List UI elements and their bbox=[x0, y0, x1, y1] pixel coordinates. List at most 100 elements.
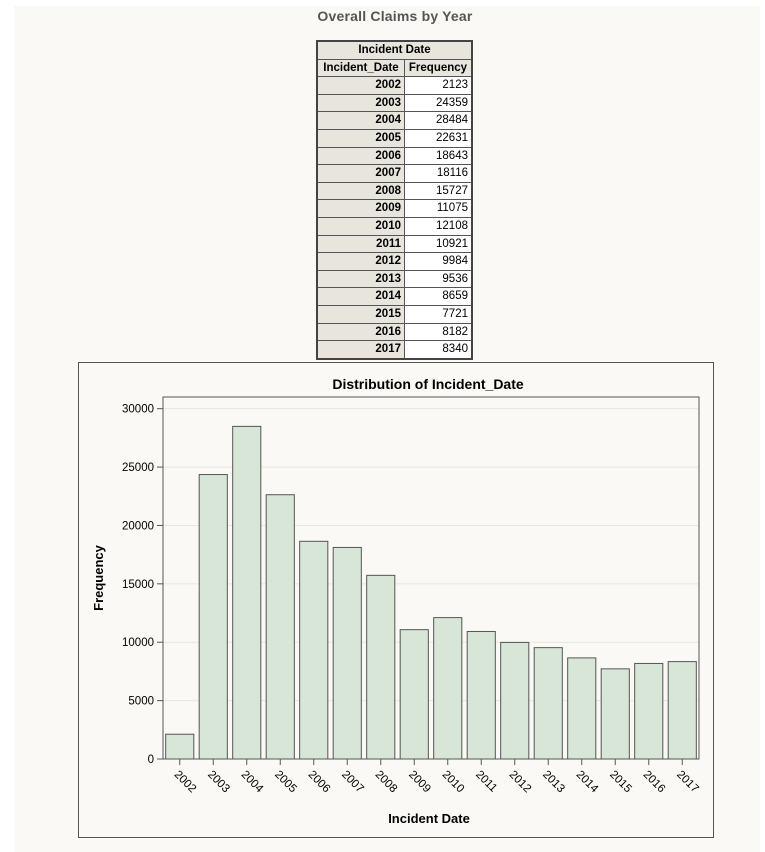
bars bbox=[165, 425, 697, 760]
bar-2011 bbox=[466, 630, 496, 760]
frequency-cell: 8340 bbox=[404, 340, 473, 360]
frequency-cell: 18643 bbox=[404, 146, 473, 166]
bar-chart: Distribution of Incident_Date 0 5000 10000… bbox=[91, 376, 701, 826]
y-tick-label: 25000 bbox=[122, 462, 154, 474]
table-row: 2013 9536 bbox=[316, 269, 473, 289]
frequency-cell: 15727 bbox=[404, 181, 473, 201]
column-header-frequency: Frequency bbox=[404, 58, 473, 78]
table-group-header: Incident Date bbox=[316, 40, 473, 60]
bar-2013 bbox=[533, 647, 563, 760]
frequency-cell: 24359 bbox=[404, 93, 473, 113]
frequency-cell: 28484 bbox=[404, 111, 473, 130]
table-row: 2011 10921 bbox=[316, 234, 473, 254]
frequency-cell: 9984 bbox=[404, 252, 473, 271]
x-tick-label: 2008 bbox=[373, 769, 400, 796]
bar-2014 bbox=[567, 657, 597, 760]
x-tick-label: 2005 bbox=[272, 769, 299, 796]
y-tick-label: 30000 bbox=[122, 404, 154, 416]
x-axis: 2002 2003 2004 2005 2006 2007 2008 2009 2010 2011… bbox=[172, 759, 701, 796]
incident-date-cell: 2004 bbox=[316, 111, 405, 130]
bar-2004 bbox=[232, 425, 262, 760]
frequency-cell: 22631 bbox=[404, 128, 473, 148]
frequency-cell: 9536 bbox=[404, 269, 473, 289]
incident-date-cell: 2016 bbox=[316, 322, 405, 342]
bar-2017 bbox=[667, 661, 697, 760]
x-tick-label: 2017 bbox=[674, 769, 701, 796]
bar-2016 bbox=[634, 662, 664, 760]
incident-date-cell: 2003 bbox=[316, 93, 405, 113]
frequency-cell: 10921 bbox=[404, 234, 473, 254]
frequency-cell: 11075 bbox=[404, 199, 473, 218]
y-tick-label: 10000 bbox=[122, 637, 154, 649]
table-row: 2005 22631 bbox=[316, 128, 473, 148]
y-axis-label: Frequency bbox=[91, 544, 106, 611]
bar-2012 bbox=[500, 641, 530, 760]
incident-date-cell: 2009 bbox=[316, 199, 405, 218]
incident-date-cell: 2013 bbox=[316, 269, 405, 289]
incident-date-cell: 2011 bbox=[316, 234, 405, 254]
incident-date-cell: 2010 bbox=[316, 216, 405, 236]
incident-date-cell: 2007 bbox=[316, 164, 405, 183]
frequency-cell: 7721 bbox=[404, 304, 473, 324]
x-tick-label: 2009 bbox=[406, 769, 433, 796]
chart-title: Distribution of Incident_Date bbox=[332, 376, 524, 392]
y-tick-label: 5000 bbox=[128, 696, 154, 708]
x-tick-label: 2013 bbox=[540, 769, 567, 796]
x-tick-label: 2010 bbox=[440, 769, 467, 796]
incident-date-cell: 2015 bbox=[316, 304, 405, 324]
bar-2015 bbox=[600, 668, 630, 760]
x-tick-label: 2012 bbox=[507, 769, 534, 796]
y-tick-label: 15000 bbox=[122, 579, 154, 591]
frequency-cell: 18116 bbox=[404, 164, 473, 183]
bar-2003 bbox=[198, 474, 228, 760]
x-tick-label: 2007 bbox=[339, 769, 366, 796]
x-tick-label: 2002 bbox=[172, 769, 199, 796]
table-row: 2004 28484 bbox=[316, 111, 473, 130]
table-row: 2007 18116 bbox=[316, 164, 473, 183]
table-row: 2008 15727 bbox=[316, 181, 473, 201]
bar-2009 bbox=[399, 629, 429, 760]
table-row: 2006 18643 bbox=[316, 146, 473, 166]
bar-2008 bbox=[366, 574, 396, 760]
bar-2006 bbox=[299, 540, 329, 760]
incident-date-cell: 2008 bbox=[316, 181, 405, 201]
y-tick-label: 0 bbox=[148, 754, 154, 766]
incident-date-cell: 2006 bbox=[316, 146, 405, 166]
x-tick-label: 2016 bbox=[641, 769, 668, 796]
x-tick-label: 2003 bbox=[205, 769, 232, 796]
chart-panel: Distribution of Incident_Date 0 5000 10000… bbox=[78, 362, 714, 838]
frequency-cell: 8182 bbox=[404, 322, 473, 342]
table-row: 2017 8340 bbox=[316, 340, 473, 360]
x-tick-label: 2006 bbox=[306, 769, 333, 796]
incident-date-cell: 2002 bbox=[316, 76, 405, 95]
incident-date-cell: 2005 bbox=[316, 128, 405, 148]
x-axis-label: Incident Date bbox=[388, 811, 470, 826]
frequency-cell: 12108 bbox=[404, 216, 473, 236]
table-row: 2014 8659 bbox=[316, 287, 473, 306]
table-row: 2016 8182 bbox=[316, 322, 473, 342]
table-row: 2002 2123 bbox=[316, 76, 473, 95]
table-body: 2002 2123 2003 24359 2004 28484 2005 22631 2006 1… bbox=[316, 76, 473, 360]
x-tick-label: 2015 bbox=[607, 769, 634, 796]
column-header-incident-date: Incident_Date bbox=[316, 58, 405, 78]
incident-date-cell: 2017 bbox=[316, 340, 405, 360]
bar-2005 bbox=[265, 494, 295, 760]
table-row: 2012 9984 bbox=[316, 252, 473, 271]
table-row: 2015 7721 bbox=[316, 304, 473, 324]
bar-2010 bbox=[433, 617, 463, 760]
frequency-cell: 8659 bbox=[404, 287, 473, 306]
table-row: 2003 24359 bbox=[316, 93, 473, 113]
table-row: 2009 11075 bbox=[316, 199, 473, 218]
table-row: 2010 12108 bbox=[316, 216, 473, 236]
incident-date-cell: 2012 bbox=[316, 252, 405, 271]
x-tick-label: 2014 bbox=[574, 769, 601, 796]
x-tick-label: 2011 bbox=[473, 769, 499, 795]
plot-frame bbox=[162, 396, 700, 760]
bar-2002 bbox=[165, 733, 195, 760]
incident-date-cell: 2014 bbox=[316, 287, 405, 306]
y-axis: 0 5000 10000 15000 20000 25000 30000 bbox=[122, 404, 163, 766]
y-tick-label: 20000 bbox=[122, 520, 154, 532]
bar-2007 bbox=[332, 546, 362, 760]
page-title: Overall Claims by Year bbox=[317, 8, 473, 24]
x-tick-label: 2004 bbox=[239, 769, 266, 796]
